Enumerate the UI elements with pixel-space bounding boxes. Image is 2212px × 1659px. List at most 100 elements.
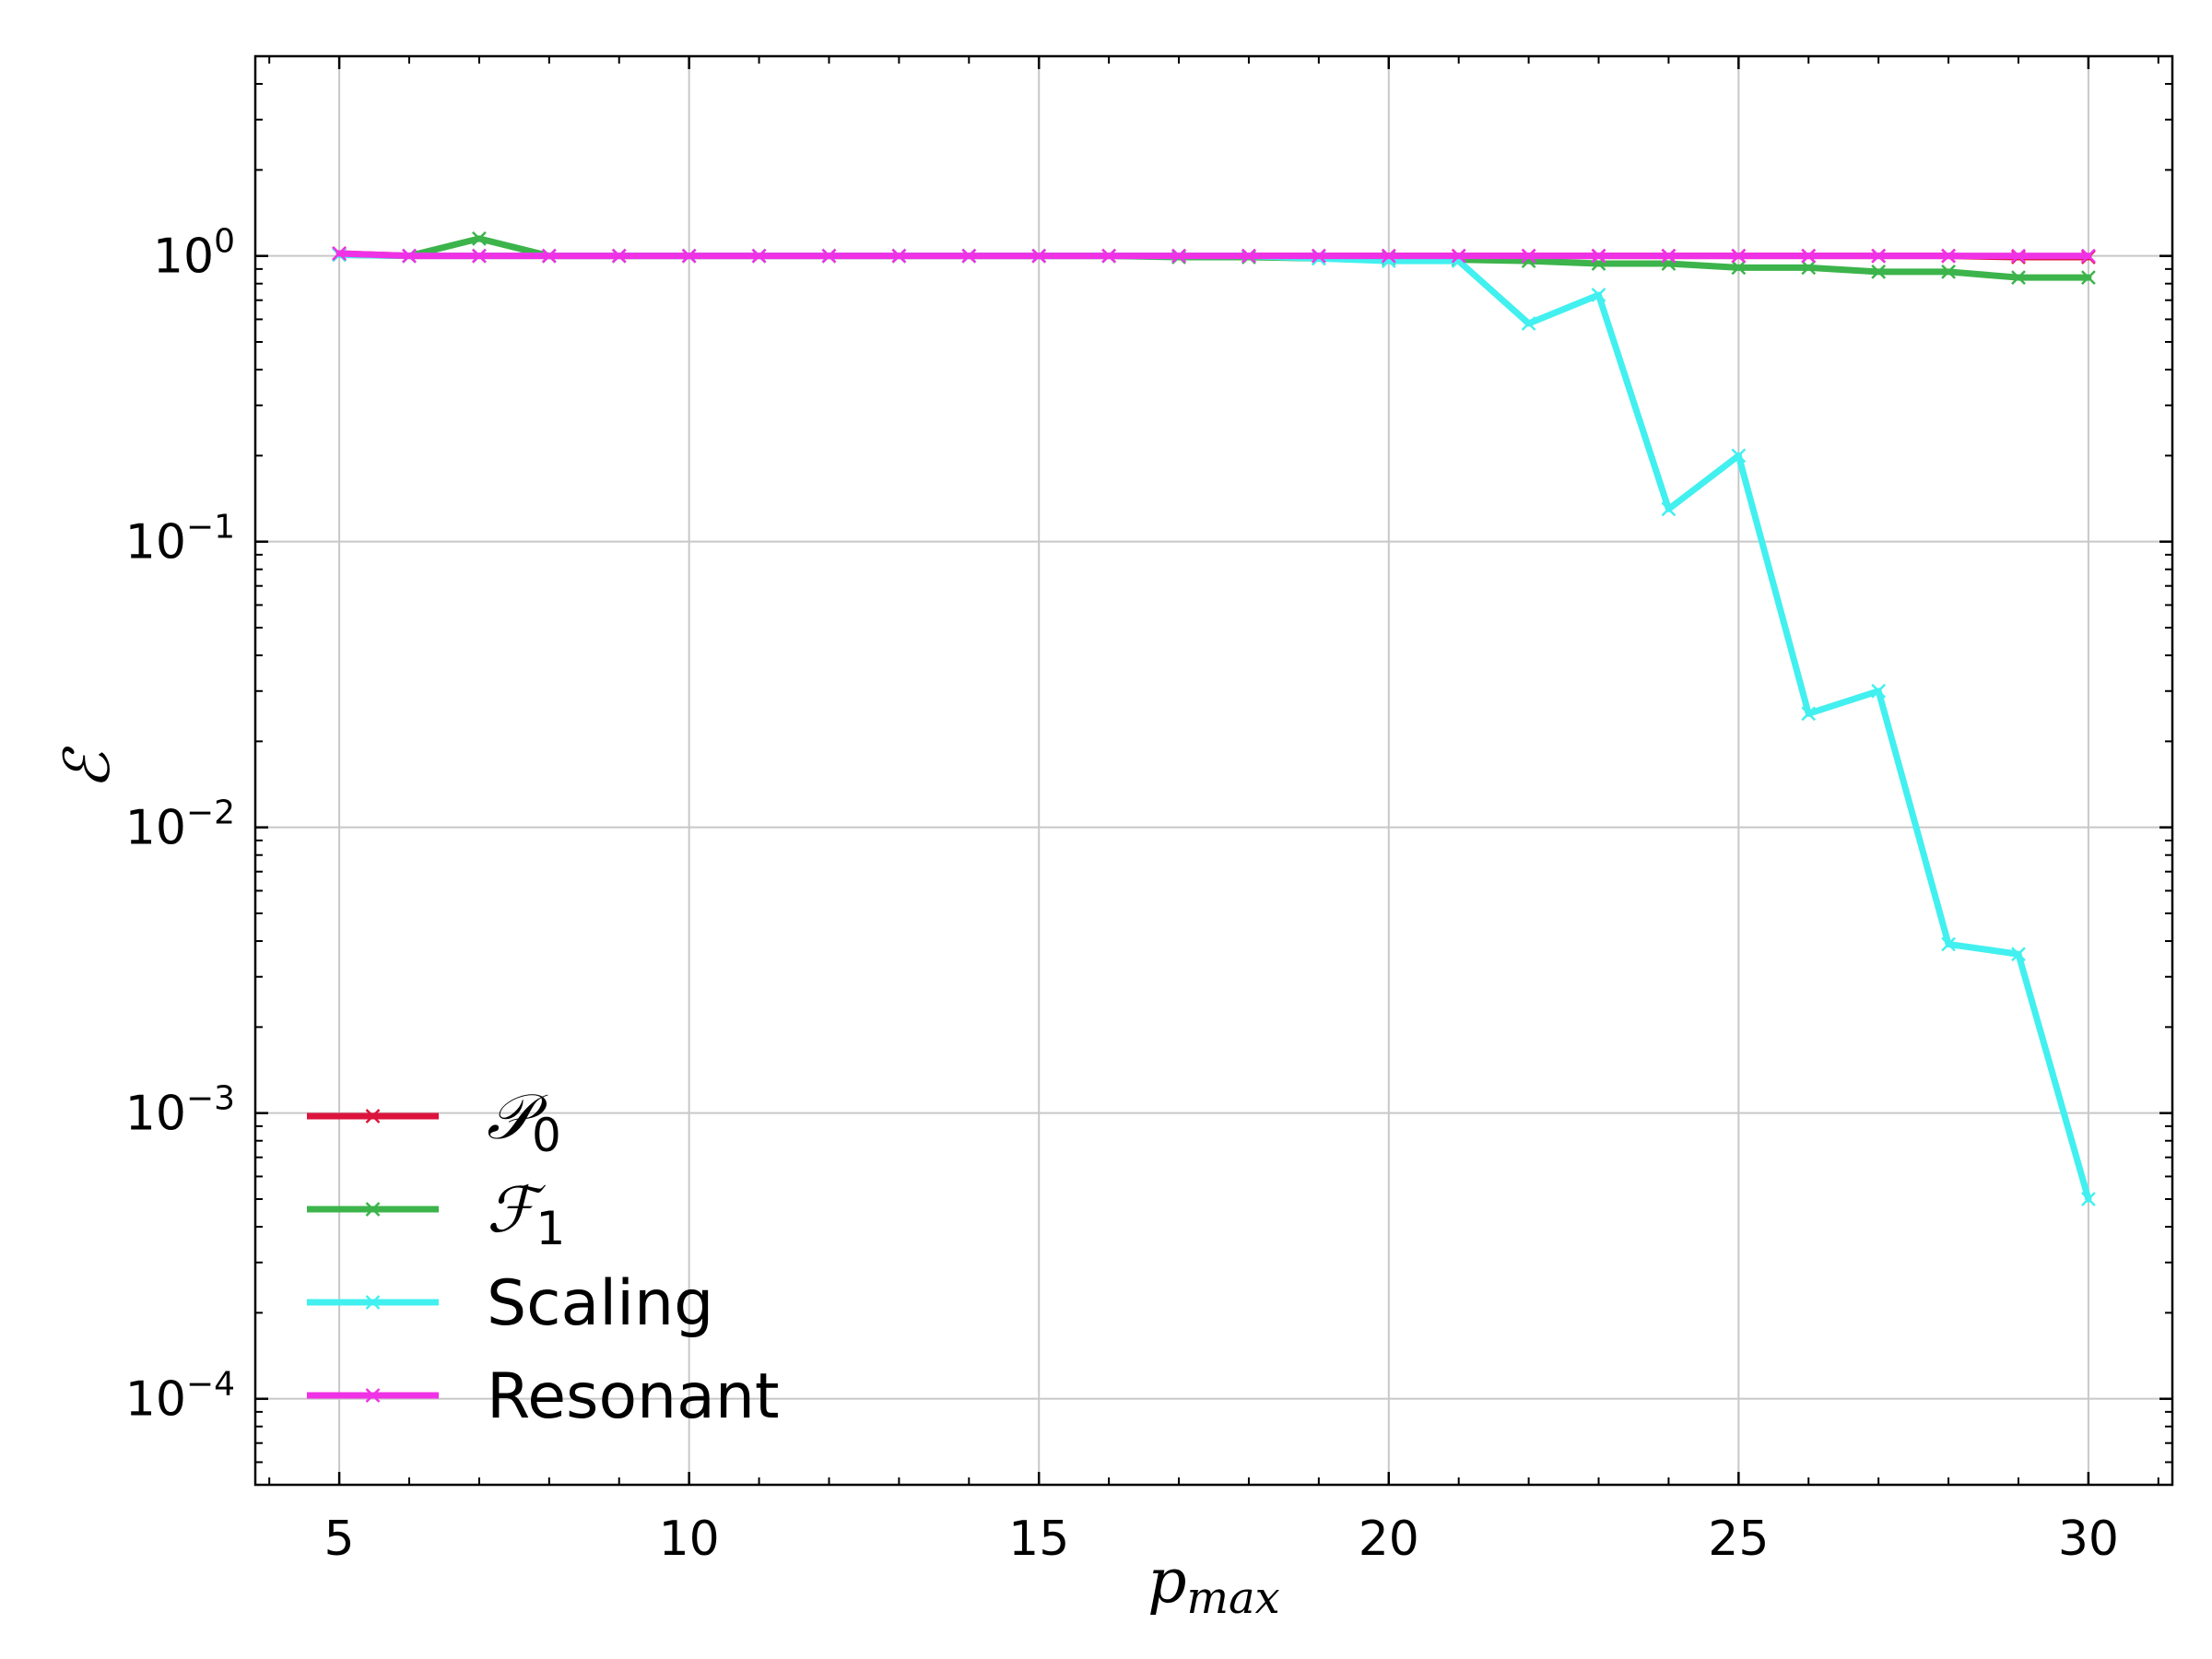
marker-stroke — [1101, 248, 1117, 264]
legend-marker — [365, 1109, 381, 1124]
marker-stroke — [1941, 265, 1956, 279]
series-3 — [332, 246, 2096, 264]
marker-stroke — [821, 248, 837, 264]
y-axis-label: ℰ — [52, 746, 124, 790]
marker-stroke — [402, 248, 417, 264]
data-point — [1521, 316, 1536, 331]
data-point — [821, 248, 837, 264]
data-point — [1941, 248, 1956, 264]
data-point — [1521, 248, 1536, 264]
marker-stroke — [2081, 1192, 2096, 1206]
marker-stroke — [681, 248, 697, 264]
data-point — [1101, 248, 1117, 264]
data-point — [1311, 248, 1326, 264]
data-point — [1801, 248, 1817, 264]
plot-frame — [253, 54, 2174, 1487]
data-point — [2011, 270, 2026, 286]
x-tick-label: 5 — [324, 1512, 355, 1567]
legend-marker — [365, 1388, 381, 1403]
legend-label-name: Resonant — [487, 1360, 780, 1433]
x-tick-label: 15 — [1008, 1512, 1069, 1567]
y-tick-base: 10 — [153, 229, 214, 285]
data-point — [1381, 248, 1396, 264]
legend-item: Resonant — [307, 1360, 780, 1433]
data-point — [472, 230, 487, 246]
legend-item: 𝒫0 — [307, 1081, 561, 1162]
marker-stroke — [541, 248, 557, 264]
marker-stroke — [365, 1109, 381, 1124]
data-point — [1871, 683, 1887, 699]
marker-stroke — [1871, 265, 1887, 279]
marker-stroke — [472, 230, 487, 246]
data-point — [1871, 248, 1887, 264]
marker-stroke — [1451, 248, 1466, 264]
y-tick-base: 10 — [125, 515, 186, 571]
data-point — [1731, 248, 1747, 264]
y-tick-exponent: −3 — [186, 1080, 235, 1118]
data-point — [611, 248, 627, 264]
data-point — [1801, 706, 1817, 722]
marker-stroke — [1871, 248, 1887, 264]
data-point — [2081, 270, 2096, 286]
data-point — [332, 246, 347, 261]
series-line — [335, 250, 2092, 260]
data-point — [751, 248, 767, 264]
marker-stroke — [2011, 270, 2026, 286]
y-tick-exponent: −2 — [186, 794, 235, 832]
major-ticks — [255, 56, 2172, 1485]
y-tick-base: 10 — [125, 1372, 186, 1428]
y-tick-exponent: −1 — [186, 509, 235, 547]
data-point — [1591, 288, 1606, 302]
marker-stroke — [472, 248, 487, 264]
marker-stroke — [1731, 260, 1747, 276]
data-point — [1661, 501, 1677, 517]
data-point — [1941, 265, 1956, 279]
data-point — [681, 248, 697, 264]
data-point — [1241, 248, 1256, 264]
legend-label: 𝒫0 — [487, 1081, 561, 1162]
data-point — [1731, 448, 1747, 464]
x-axis-label-subscript: max — [1187, 1572, 1280, 1624]
y-tick-exponent: 0 — [214, 223, 235, 261]
legend-label-subscript: 0 — [532, 1109, 561, 1162]
marker-stroke — [365, 1202, 381, 1217]
x-tick-label: 30 — [2058, 1512, 2119, 1567]
marker-stroke — [1031, 248, 1047, 264]
data-point — [1661, 248, 1677, 264]
marker-stroke — [1661, 248, 1677, 264]
marker-stroke — [1311, 248, 1326, 264]
y-tick-label: 10−4 — [125, 1366, 235, 1428]
marker-stroke — [1731, 248, 1747, 264]
data-point — [541, 248, 557, 264]
y-tick-label: 10−1 — [125, 509, 235, 571]
marker-stroke — [2011, 947, 2026, 962]
data-point — [1591, 248, 1606, 264]
marker-stroke — [1521, 316, 1536, 331]
legend-label: Resonant — [487, 1360, 780, 1433]
marker-stroke — [1801, 248, 1817, 264]
legend-label: Scaling — [487, 1267, 713, 1340]
data-point — [891, 248, 907, 264]
data-point — [961, 248, 977, 264]
marker-stroke — [1731, 448, 1747, 464]
data-point — [1031, 248, 1047, 264]
series-layer — [332, 230, 2096, 1206]
marker-stroke — [2011, 248, 2026, 264]
marker-stroke — [1241, 248, 1256, 264]
marker-stroke — [1591, 288, 1606, 302]
marker-stroke — [1871, 683, 1887, 699]
legend-marker — [365, 1202, 381, 1217]
legend-label-subscript: 1 — [535, 1202, 565, 1255]
minor-ticks — [255, 55, 2172, 1486]
y-tick-base: 10 — [125, 801, 186, 856]
marker-stroke — [1801, 706, 1817, 722]
marker-stroke — [1171, 248, 1186, 264]
marker-stroke — [961, 248, 977, 264]
legend-marker — [365, 1295, 381, 1310]
marker-stroke — [2081, 248, 2096, 264]
marker-stroke — [1801, 260, 1817, 276]
marker-stroke — [891, 248, 907, 264]
marker-stroke — [611, 248, 627, 264]
